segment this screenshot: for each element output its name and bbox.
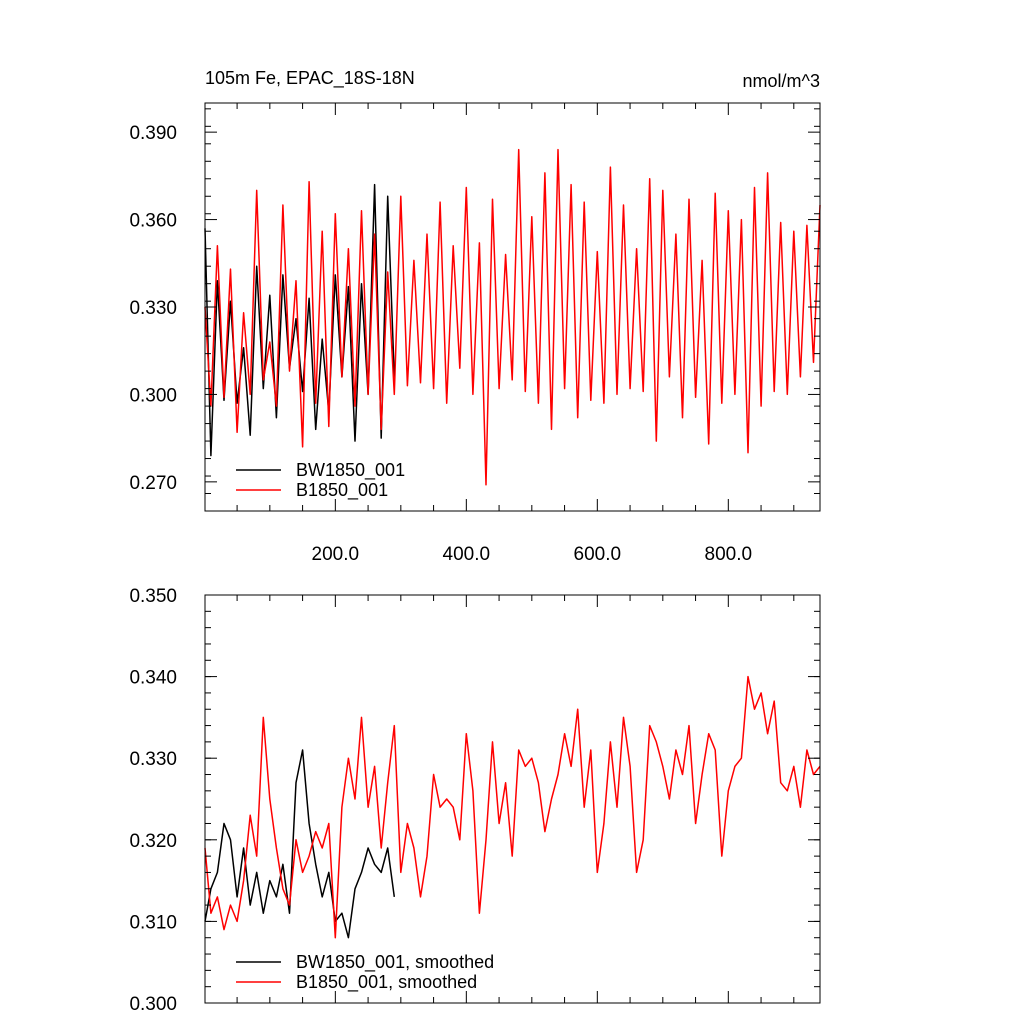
top-plot-frame [204, 102, 821, 512]
top-y-tick-label: 0.360 [129, 211, 177, 232]
top-y-tick-label: 0.270 [129, 473, 177, 494]
top-series-layer [204, 148, 821, 486]
top-ticks: 0.270 0.300 0.330 0.360 0.390 200.0 400.0 600.0… [129, 103, 820, 565]
top-y-tick-label: 0.330 [129, 298, 177, 319]
bottom-y-tick-label: 0.340 [129, 668, 177, 689]
bottom-legend-label-BW1850_001-smoothed: BW1850_001, smoothed [296, 952, 494, 973]
top-panel: 105m Fe, EPAC_18S-18N nmol/m^3 0.270 0.30… [129, 68, 821, 565]
top-x-tick-label: 800.0 [705, 544, 753, 565]
bottom-y-tick-label: 0.300 [129, 994, 177, 1015]
bottom-y-tick-label: 0.330 [129, 749, 177, 770]
bottom-y-tick-label: 0.320 [129, 831, 177, 852]
top-x-tick-label: 600.0 [574, 544, 622, 565]
top-legend-label-BW1850_001: BW1850_001 [296, 460, 405, 481]
bottom-series-line-B1850-001-smoothed [204, 675, 821, 939]
top-y-tick-label: 0.300 [129, 385, 177, 406]
bottom-plot-frame [204, 594, 821, 1004]
top-panel-title: 105m Fe, EPAC_18S-18N [205, 68, 415, 89]
bottom-y-tick-label: 0.310 [129, 912, 177, 933]
bottom-series-line-BW1850-001-smoothed [204, 749, 396, 939]
bottom-y-tick-label: 0.350 [129, 586, 177, 607]
bottom-panel: 0.300 0.310 0.320 0.330 0.340 0.350 BW1850_00… [129, 586, 821, 1015]
top-legend: BW1850_001 B1850_001 [236, 460, 405, 501]
bottom-legend-label-B1850_001-smoothed: B1850_001, smoothed [296, 972, 477, 993]
bottom-series-layer [204, 675, 821, 939]
top-x-tick-label: 200.0 [312, 544, 360, 565]
top-legend-label-B1850_001: B1850_001 [296, 480, 388, 501]
top-panel-units: nmol/m^3 [743, 71, 820, 91]
top-series-line-B1850-001 [204, 148, 821, 486]
bottom-legend: BW1850_001, smoothed B1850_001, smoothed [236, 952, 494, 993]
top-y-tick-label: 0.390 [129, 123, 177, 144]
top-x-tick-label: 400.0 [443, 544, 491, 565]
